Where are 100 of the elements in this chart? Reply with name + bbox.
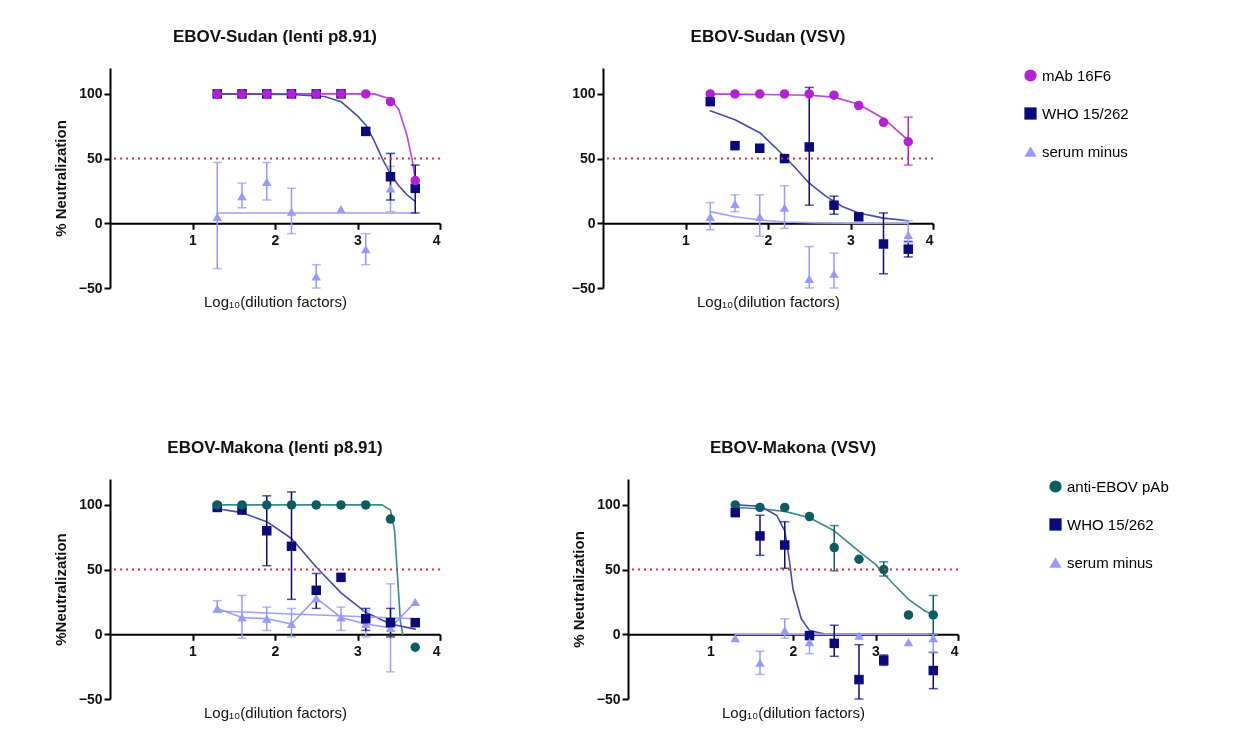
point	[730, 199, 740, 208]
point	[336, 572, 346, 583]
x-axis-title: Log₁₀(dilution factors)	[203, 292, 348, 310]
point	[212, 212, 222, 221]
point	[928, 610, 938, 620]
x-tick-label: 4	[950, 642, 959, 659]
x-axis-title: Log₁₀(dilution factors)	[203, 703, 348, 721]
point	[903, 230, 913, 240]
point	[705, 212, 715, 221]
point	[410, 175, 420, 186]
chart-title: EBOV-Sudan (VSV)	[690, 27, 846, 46]
point	[829, 269, 839, 278]
x-tick-label: 3	[354, 642, 363, 659]
point	[854, 554, 864, 564]
point	[311, 585, 321, 596]
x-tick-label: 1	[189, 642, 198, 659]
point	[755, 502, 765, 513]
point	[780, 626, 790, 635]
point	[903, 244, 913, 254]
point	[262, 526, 272, 536]
point	[410, 642, 420, 652]
x-tick-label: 2	[271, 231, 280, 248]
x-tick-label: 1	[682, 231, 691, 248]
point	[361, 126, 371, 137]
y-tick-label: 100	[79, 85, 103, 102]
point	[804, 89, 814, 99]
y-tick-label: −50	[78, 690, 103, 707]
y-axis-title: % Neutralization	[51, 120, 69, 237]
point	[755, 143, 765, 153]
point	[928, 634, 938, 643]
point	[361, 500, 371, 510]
x-tick-label: 2	[271, 642, 280, 659]
point	[385, 617, 396, 628]
point	[854, 100, 864, 111]
point	[829, 542, 839, 553]
y-tick-label: 50	[86, 150, 103, 167]
y-tick-label: 100	[79, 496, 103, 513]
point	[903, 137, 913, 147]
point	[336, 613, 346, 622]
legend-label: serum minus	[1042, 142, 1128, 160]
point	[286, 207, 297, 216]
point	[804, 637, 815, 647]
point	[336, 204, 346, 214]
y-tick-label: 0	[587, 214, 596, 231]
chart-title: EBOV-Makona (VSV)	[709, 438, 877, 457]
y-tick-label: 100	[597, 496, 621, 513]
x-tick-label: 1	[189, 231, 198, 248]
point	[755, 212, 765, 221]
x-axis-title: Log₁₀(dilution factors)	[721, 703, 866, 721]
point	[410, 617, 420, 628]
point	[755, 658, 765, 667]
x-tick-label: 1	[707, 642, 716, 659]
x-tick-label: 3	[847, 231, 856, 248]
point	[286, 541, 297, 552]
point	[804, 511, 815, 522]
point	[854, 674, 864, 685]
point	[755, 89, 765, 99]
point	[730, 507, 740, 518]
point	[262, 177, 272, 186]
point	[385, 171, 396, 182]
legend-label: mAb 16F6	[1042, 66, 1112, 84]
chart-title: EBOV-Sudan (lenti p8.91)	[172, 27, 378, 46]
point	[878, 117, 889, 128]
point	[804, 142, 814, 152]
point	[829, 638, 839, 649]
point	[361, 614, 371, 624]
y-tick-label: 50	[86, 561, 103, 578]
x-tick-label: 4	[432, 642, 441, 659]
point	[854, 631, 864, 640]
y-axis-title: % Neutralization	[569, 531, 587, 648]
legend-label: anti-EBOV pAb	[1067, 477, 1169, 495]
point	[311, 500, 321, 510]
legend-label: WHO 15/262	[1067, 515, 1154, 533]
point	[730, 89, 740, 99]
point	[804, 630, 815, 641]
point	[804, 274, 814, 284]
point	[385, 514, 396, 524]
point	[780, 540, 790, 550]
x-tick-label: 2	[789, 642, 798, 659]
x-tick-label: 2	[764, 231, 773, 248]
point	[928, 665, 938, 676]
y-tick-label: 0	[94, 214, 103, 231]
point	[385, 184, 396, 193]
y-tick-label: 50	[604, 561, 621, 578]
point	[829, 200, 839, 210]
point	[237, 192, 247, 201]
y-tick-label: 0	[94, 625, 103, 642]
point	[730, 140, 740, 151]
point	[780, 502, 790, 513]
point	[829, 90, 839, 100]
legend-label: WHO 15/262	[1042, 104, 1129, 122]
y-tick-label: −50	[596, 690, 621, 707]
point	[212, 604, 222, 613]
x-tick-label: 3	[354, 231, 363, 248]
x-tick-label: 4	[432, 231, 441, 248]
point	[262, 500, 272, 510]
x-tick-label: 3	[872, 642, 881, 659]
point	[903, 637, 914, 647]
y-tick-label: 50	[579, 150, 596, 167]
y-tick-label: 100	[572, 85, 596, 102]
